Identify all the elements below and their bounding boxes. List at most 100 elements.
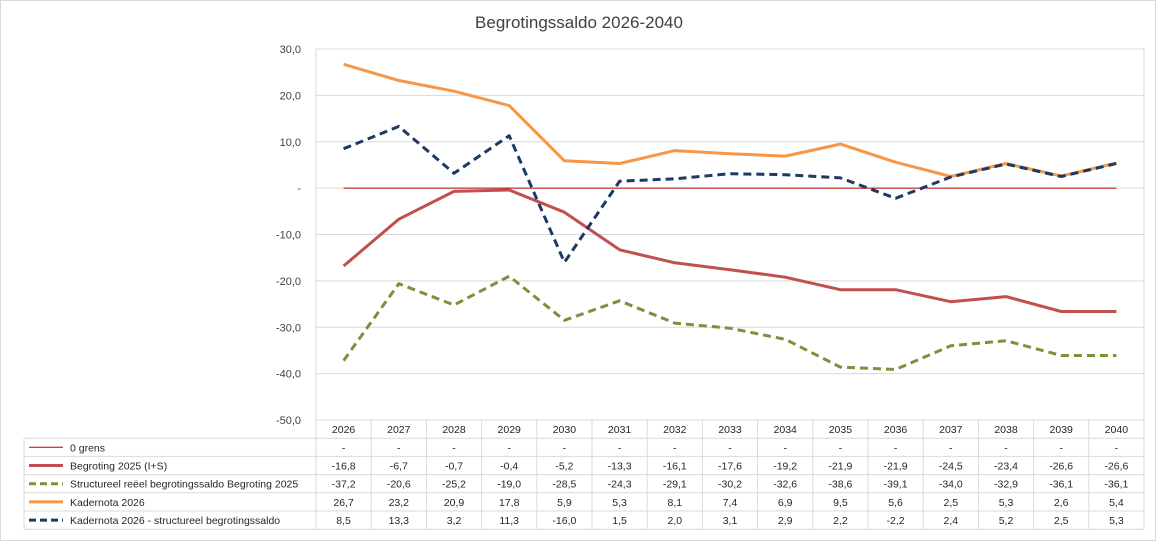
data-label: 2,2 — [833, 515, 848, 527]
x-tick-label: 2030 — [553, 424, 577, 436]
data-label: -36,1 — [1104, 479, 1128, 491]
x-tick-label: 2040 — [1105, 424, 1129, 436]
data-label: 5,3 — [1109, 515, 1124, 527]
x-tick-label: 2026 — [332, 424, 356, 436]
x-tick-label: 2027 — [387, 424, 411, 436]
data-label: -32,9 — [994, 479, 1018, 491]
data-label: -19,0 — [497, 479, 521, 491]
y-tick-label: 30,0 — [280, 44, 301, 56]
series-line-4 — [343, 124, 1117, 264]
data-label: - — [1059, 442, 1063, 454]
data-label: 13,3 — [389, 515, 410, 527]
data-label: 17,8 — [499, 497, 520, 509]
x-tick-label: 2033 — [718, 424, 742, 436]
data-label: -16,1 — [663, 461, 687, 473]
series-lines — [342, 62, 1117, 371]
data-label: 2,5 — [943, 497, 958, 509]
data-label: 2,0 — [667, 515, 682, 527]
data-label: 5,2 — [999, 515, 1014, 527]
data-label: 3,2 — [447, 515, 462, 527]
data-label: 23,2 — [389, 497, 410, 509]
data-label: - — [839, 442, 843, 454]
data-label: -16,0 — [552, 515, 576, 527]
data-label: -28,5 — [552, 479, 576, 491]
data-label: 9,5 — [833, 497, 848, 509]
data-label: -30,2 — [718, 479, 742, 491]
y-tick-label: 10,0 — [280, 137, 301, 149]
series-line-2 — [342, 274, 1117, 371]
data-label: - — [452, 442, 456, 454]
data-label: - — [1004, 442, 1008, 454]
data-label: 11,3 — [499, 515, 519, 527]
data-label: -37,2 — [332, 479, 356, 491]
y-tick-label: -40,0 — [276, 369, 301, 381]
data-label: 2,5 — [1054, 515, 1069, 527]
y-tick-label: -50,0 — [276, 415, 301, 427]
data-label: -29,1 — [663, 479, 687, 491]
y-tick-label: - — [297, 183, 301, 195]
data-label: -5,2 — [555, 461, 573, 473]
data-label: 5,3 — [999, 497, 1014, 509]
data-label: 2,4 — [943, 515, 958, 527]
data-label: - — [507, 442, 511, 454]
x-tick-label: 2034 — [774, 424, 798, 436]
x-tick-label: 2038 — [994, 424, 1018, 436]
data-label: -38,6 — [828, 479, 852, 491]
data-label: 7,4 — [723, 497, 738, 509]
y-tick-label: -30,0 — [276, 322, 301, 334]
data-label: - — [1115, 442, 1119, 454]
legend-label-3: Kadernota 2026 — [70, 497, 145, 509]
y-axis: 30,0 20,0 10,0 - -10,0 -20,0 -30,0 -40,0 -50,0 — [276, 44, 301, 427]
data-label: -21,9 — [884, 461, 908, 473]
data-label: -16,8 — [332, 461, 356, 473]
chart-title: Begrotingssaldo 2026-2040 — [475, 13, 683, 32]
legend-label-4: Kadernota 2026 - structureel begrotingss… — [70, 515, 280, 527]
x-tick-label: 2035 — [829, 424, 853, 436]
data-label: -34,0 — [939, 479, 963, 491]
data-label: -24,5 — [939, 461, 963, 473]
y-tick-label: 20,0 — [280, 90, 301, 102]
data-label: 5,3 — [612, 497, 627, 509]
x-tick-label: 2039 — [1050, 424, 1074, 436]
x-tick-label: 2029 — [498, 424, 522, 436]
x-tick-label: 2032 — [663, 424, 687, 436]
data-label: 26,7 — [333, 497, 354, 509]
legend-label-1: Begroting 2025 (I+S) — [70, 461, 167, 473]
data-label: -13,3 — [608, 461, 632, 473]
x-tick-label: 2036 — [884, 424, 908, 436]
legend-label-2: Structureel reëel begrotingssaldo Begrot… — [70, 479, 298, 491]
data-label: - — [342, 442, 346, 454]
data-label: -0,7 — [445, 461, 463, 473]
legend-label-0: 0 grens — [70, 442, 105, 454]
data-label: -17,6 — [718, 461, 742, 473]
y-tick-label: -10,0 — [276, 230, 301, 242]
data-label: -21,9 — [828, 461, 852, 473]
data-label: - — [673, 442, 677, 454]
data-label: 2,9 — [778, 515, 793, 527]
data-label: 6,9 — [778, 497, 793, 509]
data-label: 8,5 — [336, 515, 351, 527]
data-label: - — [949, 442, 953, 454]
data-label: 1,5 — [612, 515, 627, 527]
data-label: -25,2 — [442, 479, 466, 491]
data-table: 2026 2027 2028 2029 2030 2031 2032 2033 2034 2035… — [23, 419, 1145, 530]
data-label: -23,4 — [994, 461, 1018, 473]
data-label: 5,9 — [557, 497, 572, 509]
data-label: - — [783, 442, 787, 454]
x-tick-label: 2028 — [442, 424, 466, 436]
data-label: -26,6 — [1049, 461, 1073, 473]
data-label: -39,1 — [884, 479, 908, 491]
data-label: -20,6 — [387, 479, 411, 491]
data-label: 5,6 — [888, 497, 903, 509]
y-tick-label: -20,0 — [276, 276, 301, 288]
data-label: 20,9 — [444, 497, 465, 509]
data-label: -0,4 — [500, 461, 518, 473]
data-label: -19,2 — [773, 461, 797, 473]
data-label: - — [894, 442, 898, 454]
data-label: -2,2 — [887, 515, 905, 527]
data-label: - — [728, 442, 732, 454]
data-label: 8,1 — [667, 497, 682, 509]
data-label: 3,1 — [723, 515, 738, 527]
data-label: -26,6 — [1104, 461, 1128, 473]
